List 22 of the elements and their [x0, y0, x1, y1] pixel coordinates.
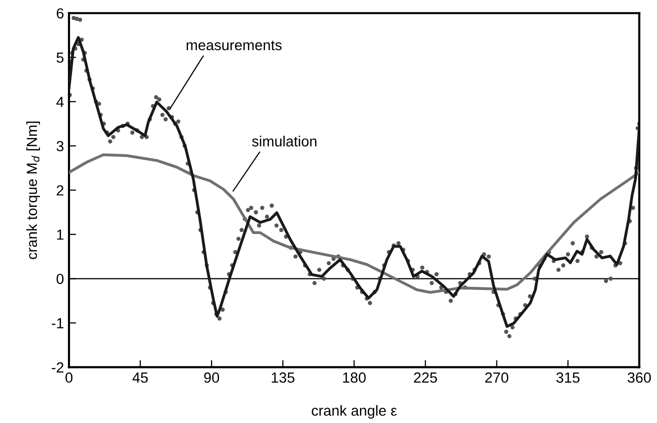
x-tick-label: 45: [132, 372, 148, 383]
annotation: measurements: [186, 40, 282, 50]
x-tick-label: 180: [343, 372, 366, 383]
x-tick-label: 360: [628, 372, 651, 383]
y-tick-label: -2: [52, 362, 64, 372]
y-tick-label: 0: [56, 274, 64, 284]
y-tick-label: -1: [52, 318, 64, 328]
annotation: simulation: [252, 136, 316, 146]
y-tick-label: 6: [56, 8, 64, 19]
x-tick-label: 0: [66, 372, 72, 383]
y-axis-title: crank torque M$_{d}$ [Nm]: [26, 122, 40, 260]
y-tick-label: 4: [56, 96, 64, 107]
x-tick-label: 225: [414, 372, 437, 383]
x-axis-title: crank angle ε: [312, 405, 397, 419]
x-tick-label: 270: [485, 372, 508, 383]
y-tick-label: 2: [56, 185, 64, 196]
y-tick-label: 1: [57, 230, 64, 240]
x-tick-label: 135: [272, 372, 294, 383]
x-tick-label: 315: [556, 372, 580, 383]
y-tick-label: 5: [56, 52, 64, 63]
y-tick-label: 3: [56, 140, 64, 152]
x-tick-label: 90: [204, 372, 220, 383]
